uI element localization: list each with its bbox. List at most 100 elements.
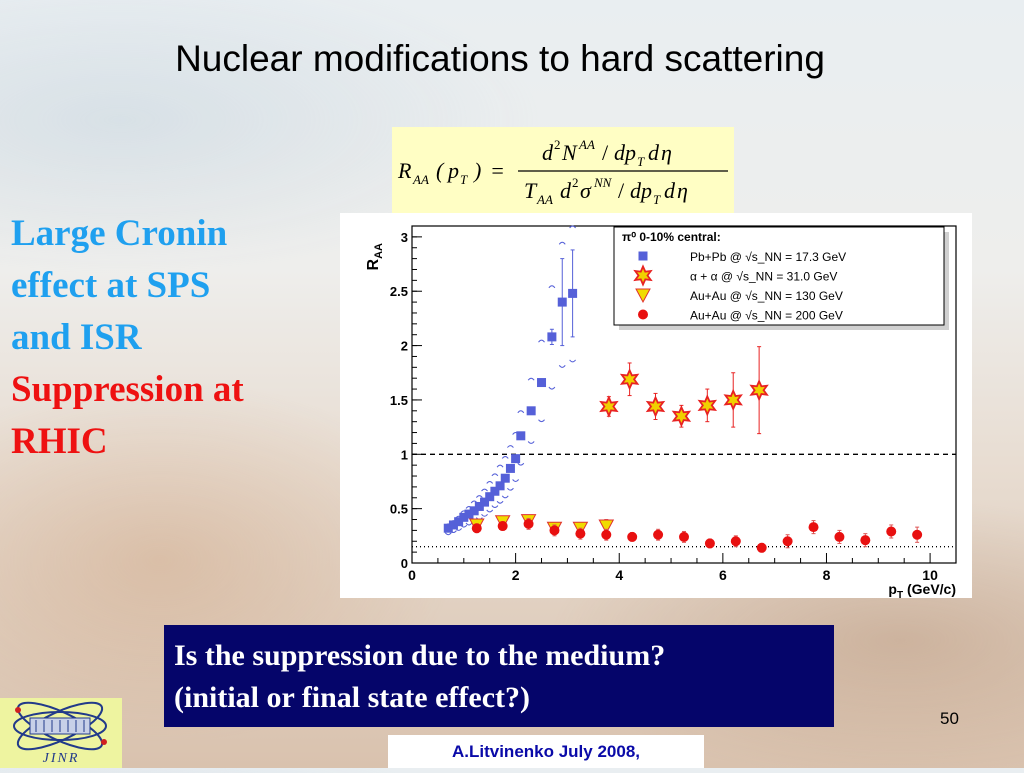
svg-text:2: 2 xyxy=(554,137,561,152)
legend-marker-circle xyxy=(638,309,648,320)
svg-text:d: d xyxy=(542,140,554,165)
sys-bracket-high xyxy=(558,241,566,245)
data-point-square xyxy=(547,332,557,342)
question-line-1: Is the suppression due to the medium? xyxy=(174,639,666,672)
sys-bracket-high xyxy=(496,464,504,468)
data-point-square xyxy=(485,492,495,502)
sys-bracket-low xyxy=(450,530,457,534)
sys-bracket-high xyxy=(507,445,514,448)
data-point-circle xyxy=(782,536,793,547)
x-axis-label-unit: (GeV/c) xyxy=(903,581,956,597)
formula-lhs: R xyxy=(397,158,412,183)
cronin-line-1: Large Cronin xyxy=(11,213,228,254)
x-tick-label: 4 xyxy=(615,567,623,583)
series-star xyxy=(599,346,769,435)
logo-text: JINR xyxy=(43,751,80,766)
svg-text:AA: AA xyxy=(578,137,595,152)
data-point-square xyxy=(480,497,490,507)
data-point-square xyxy=(490,486,500,496)
x-axis-label: pT (GeV/c) xyxy=(888,581,956,598)
svg-text:N: N xyxy=(561,140,578,165)
formula-arg-sub: T xyxy=(460,172,468,187)
data-point-square xyxy=(505,463,515,473)
sys-bracket-low xyxy=(558,365,566,368)
data-point-square xyxy=(495,481,505,491)
question-box: Is the suppression due to the medium? (i… xyxy=(164,625,834,727)
sys-bracket-low xyxy=(460,524,468,528)
question-line-2: (initial or final state effect?) xyxy=(174,681,531,714)
plot-frame xyxy=(411,225,957,564)
sys-bracket-low xyxy=(569,359,577,363)
legend-label: Au+Au @ √s_NN = 130 GeV xyxy=(690,289,843,303)
data-point-square xyxy=(464,509,474,519)
sys-bracket-low xyxy=(496,500,504,504)
footer-author: A.Litvinenko July 2008, xyxy=(388,735,704,768)
sys-bracket-low xyxy=(491,505,499,509)
data-point-square xyxy=(568,288,578,298)
svg-text:dp: dp xyxy=(630,178,652,203)
formula-arg: p xyxy=(446,158,459,183)
sys-bracket-low xyxy=(481,513,488,517)
x-tick-label: 0 xyxy=(408,567,416,583)
sys-bracket-low xyxy=(548,386,556,390)
data-point-star xyxy=(671,404,692,428)
data-point-square xyxy=(511,454,521,464)
data-point-square xyxy=(557,297,567,307)
data-point-square xyxy=(443,523,453,533)
sys-bracket-low xyxy=(455,528,463,531)
sys-bracket-low xyxy=(465,522,473,526)
svg-text:d: d xyxy=(560,178,572,203)
sys-bracket-low xyxy=(507,487,514,491)
svg-text:d: d xyxy=(648,140,660,165)
jinr-logo: JINR xyxy=(0,698,122,768)
svg-text:T: T xyxy=(653,192,661,207)
plot-border xyxy=(411,225,957,564)
data-point-star xyxy=(749,378,769,402)
legend-marker-triangle-down xyxy=(635,288,651,304)
data-point-circle xyxy=(834,531,845,542)
sys-bracket-low xyxy=(512,479,520,482)
x-tick-label: 10 xyxy=(922,567,938,583)
suppression-line-1: Suppression at xyxy=(11,369,244,410)
data-point-circle xyxy=(730,536,741,547)
sys-bracket-low xyxy=(444,532,452,536)
data-point-star xyxy=(619,368,640,391)
raa-formula: R AA ( p T ) = d 2 N AA / dp T d η T AA … xyxy=(392,127,734,213)
legend-marker-square xyxy=(638,251,648,261)
data-point-circle xyxy=(886,526,897,537)
x-tick-label: 8 xyxy=(823,567,831,583)
sys-bracket-low xyxy=(486,509,494,513)
svg-text:η: η xyxy=(677,178,688,203)
data-point-circle xyxy=(523,518,534,529)
data-point-square xyxy=(526,406,536,416)
data-point-circle xyxy=(912,529,923,540)
data-point-star xyxy=(697,394,718,417)
data-point-square xyxy=(474,501,484,511)
sys-bracket-high xyxy=(569,225,577,229)
axis-ticks: 0 2 4 6 8 10 0 0.5 1 1.5 2 2.5 3 xyxy=(390,230,938,583)
data-point-triangle-down xyxy=(598,519,615,535)
y-tick-label: 2 xyxy=(401,339,408,354)
svg-text:/: / xyxy=(602,140,609,165)
x-tick-label: 2 xyxy=(512,567,520,583)
sys-bracket-high xyxy=(486,480,494,484)
sys-bracket-high xyxy=(527,377,535,381)
data-point-star xyxy=(645,395,666,418)
svg-text:NN: NN xyxy=(593,175,613,190)
data-point-square xyxy=(454,517,464,527)
y-tick-label: 0 xyxy=(401,556,408,571)
svg-text:T: T xyxy=(524,178,538,203)
sys-bracket-low xyxy=(538,419,545,423)
y-axis-label: RAA xyxy=(365,243,385,271)
cronin-line-2: effect at SPS xyxy=(11,265,211,306)
svg-text:AA: AA xyxy=(536,192,553,207)
data-point-circle xyxy=(679,531,689,542)
data-point-circle xyxy=(704,538,715,549)
svg-text:σ: σ xyxy=(580,178,592,203)
data-point-circle xyxy=(471,523,482,534)
y-axis-label-main: R xyxy=(365,258,382,270)
svg-text:η: η xyxy=(661,140,672,165)
legend-marker-star xyxy=(633,264,653,287)
sys-bracket-high xyxy=(491,473,499,477)
formula-paren-close: ) xyxy=(472,158,481,183)
